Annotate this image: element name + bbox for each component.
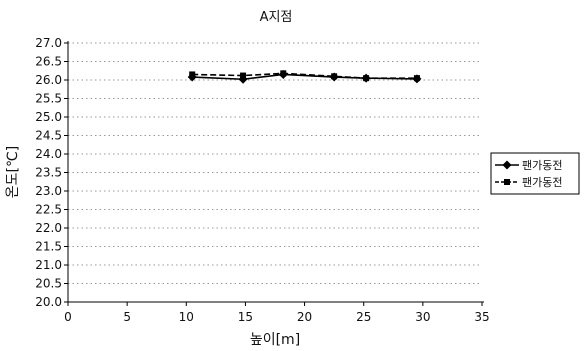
legend-label: 팬가동전 [522, 159, 562, 172]
grid-lines [68, 42, 482, 284]
y-tick-label: 26.5 [35, 55, 62, 69]
y-tick-label: 21.5 [35, 240, 62, 254]
x-tick-label: 35 [474, 310, 489, 324]
x-tick-label: 0 [64, 310, 72, 324]
y-tick-label: 24.0 [35, 147, 62, 161]
data-point-square [280, 70, 287, 77]
x-axis-ticks: 0 5 10 15 20 25 30 35 [64, 302, 490, 324]
x-tick-label: 25 [356, 310, 371, 324]
x-tick-label: 15 [238, 310, 253, 324]
x-axis-label: 높이[m] [250, 332, 300, 348]
x-tick-label: 10 [179, 310, 194, 324]
y-tick-label: 20.0 [35, 295, 62, 309]
y-tick-label: 21.0 [35, 258, 62, 272]
data-point-square [331, 73, 338, 80]
legend-box [490, 152, 580, 195]
y-tick-label: 25.0 [35, 110, 62, 124]
y-tick-label: 20.5 [35, 277, 62, 291]
data-series [187, 69, 422, 84]
y-tick-label: 22.5 [35, 203, 62, 217]
x-tick-label: 20 [297, 310, 312, 324]
data-point-square [189, 71, 196, 78]
series-line [192, 72, 417, 79]
y-axis-label: 온도[℃] [5, 146, 21, 198]
y-tick-label: 23.5 [35, 166, 62, 180]
legend-label: 팬가동전 [522, 176, 562, 189]
y-axis-ticks: 20.0 20.5 21.0 21.5 22.0 22.5 23.0 23.5 24.0 24.5… [35, 36, 68, 309]
data-point-square [504, 179, 510, 185]
y-tick-label: 24.5 [35, 129, 62, 143]
y-tick-label: 23.0 [35, 184, 62, 198]
x-tick-label: 30 [415, 310, 430, 324]
chart-title: A지점 [260, 10, 293, 25]
data-point-square [413, 75, 420, 82]
y-tick-label: 25.5 [35, 92, 62, 106]
data-point-square [363, 75, 370, 82]
data-point-diamond [502, 160, 512, 170]
x-tick-label: 5 [123, 310, 131, 324]
y-tick-label: 27.0 [35, 36, 62, 50]
series-2 [189, 70, 420, 82]
series-1 [187, 69, 422, 84]
y-tick-label: 26.0 [35, 73, 62, 87]
axes [67, 41, 484, 303]
y-tick-label: 22.0 [35, 221, 62, 235]
data-point-square [240, 72, 247, 79]
